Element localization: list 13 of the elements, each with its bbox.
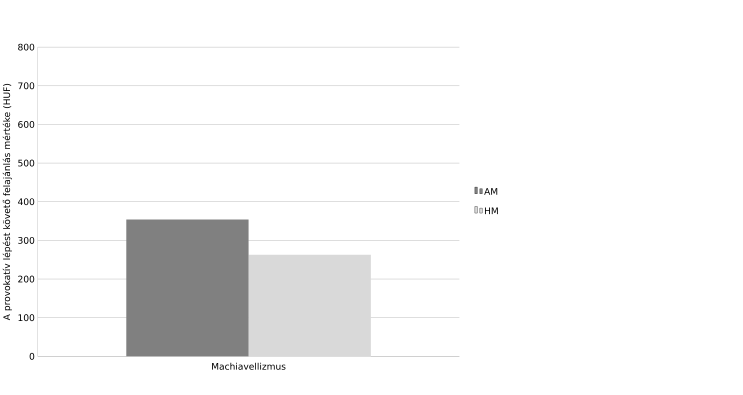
y-axis-title: A provokatív lépést követő felajánlás mértéke (HUF) [2, 84, 12, 320]
y-tick-label: 800 [18, 44, 34, 50]
y-tick-label: 700 [18, 82, 34, 90]
y-tick-label: 0 [30, 352, 34, 360]
y-tick-label: 100 [18, 314, 34, 322]
y-tick-label: 500 [18, 160, 34, 166]
y-tick-label: 400 [18, 198, 34, 206]
y-tick-label: 300 [18, 236, 34, 244]
y-tick-label: 200 [18, 276, 34, 282]
legend-label: AM [484, 188, 498, 195]
x-tick-label: Machiavellizmus [212, 362, 286, 370]
y-tick-label: 600 [18, 120, 34, 128]
legend-label: HM [484, 207, 498, 214]
